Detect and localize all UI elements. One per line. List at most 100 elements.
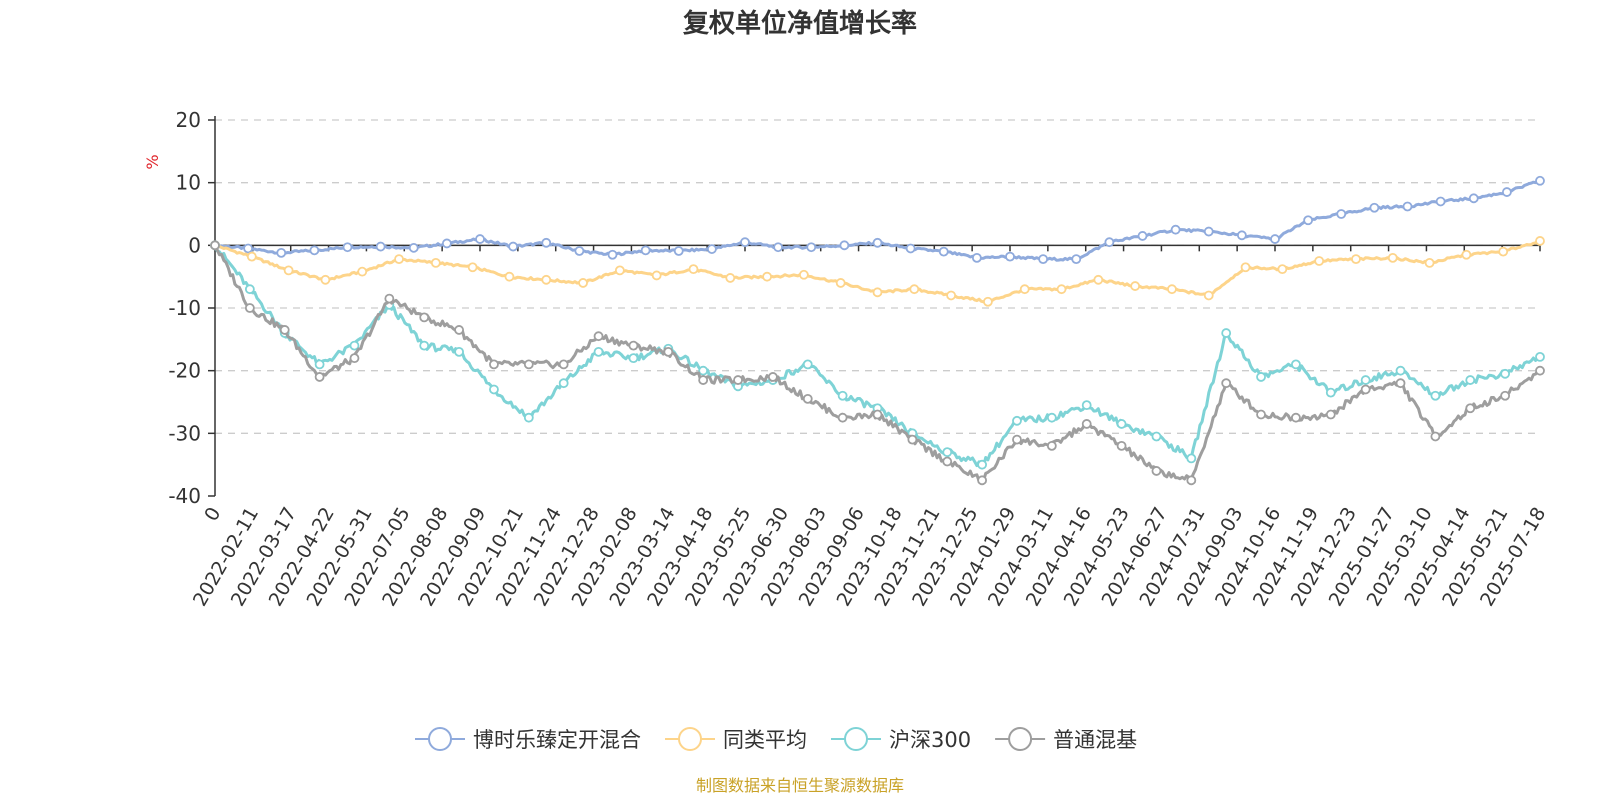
y-tick-label: -30 [168,421,201,445]
data-point [1498,246,1509,257]
y-tick-label: 0 [188,233,201,257]
data-point [384,293,395,304]
data-point [342,242,353,253]
data-point [1186,453,1197,464]
data-point [454,346,464,357]
data-point [806,242,817,253]
series-1 [210,236,1545,307]
data-point [1221,378,1232,389]
data-point [909,284,920,295]
data-point [942,447,953,458]
data-point [1535,236,1545,246]
data-point [1116,419,1127,429]
data-point [938,246,949,257]
data-point [243,243,254,254]
data-point [574,246,585,256]
data-point [1221,328,1232,338]
data-point [1046,412,1057,423]
data-point [1424,257,1435,268]
data-point [1395,378,1406,389]
data-point [1104,237,1115,248]
x-tick-label: 0 [200,504,225,525]
data-point [839,240,850,251]
data-point [1291,359,1301,370]
legend-label: 同类平均 [723,728,807,752]
data-point [1395,365,1406,376]
series-2 [210,240,1545,470]
series-0 [210,175,1545,265]
data-point [1336,209,1347,219]
data-point [1369,202,1380,213]
y-tick-label: 20 [176,108,201,132]
data-point [394,254,404,265]
data-point [541,237,552,248]
source-note: 制图数据来自恒生聚源数据库 [696,776,904,795]
legend-item[interactable]: 同类平均 [665,727,807,752]
data-point [905,243,916,254]
data-point [1130,281,1141,291]
data-point [375,241,386,252]
data-point [578,278,588,288]
legend-circle-icon [844,727,868,751]
y-axis-unit: % [143,154,162,169]
data-point [651,270,662,281]
legend-label: 普通混基 [1053,728,1137,752]
data-point [1303,215,1314,226]
data-point [837,412,848,423]
data-point [1167,284,1177,295]
data-point [872,287,883,298]
data-point [593,346,604,357]
data-point [320,274,331,285]
data-point [983,296,993,307]
legend-circle-icon [428,727,452,751]
data-point [419,340,430,351]
data-point [977,475,988,486]
data-point [1186,475,1197,486]
data-point [314,372,325,382]
y-tick-label: -40 [168,484,201,508]
data-point [1325,387,1336,398]
data-point [835,278,846,288]
data-point [802,393,813,404]
legend-item[interactable]: 博时乐臻定开混合 [415,727,641,752]
data-point [441,238,452,249]
data-point [279,325,290,335]
data-point [872,237,883,248]
data-point [357,266,368,277]
data-point [1468,193,1479,204]
data-point [1038,254,1049,265]
series-line [213,244,1541,483]
data-point [309,245,320,256]
data-point [349,340,360,351]
data-point [1081,400,1092,411]
data-point [1056,284,1067,295]
data-point [1535,351,1545,362]
data-point [314,359,325,370]
data-point [1046,440,1057,451]
legend-label: 博时乐臻定开混合 [473,728,641,752]
data-point [244,303,255,313]
data-point [1256,409,1266,420]
legend-item[interactable]: 沪深300 [831,727,971,752]
data-point [946,290,957,301]
data-point [419,312,430,323]
data-point [1430,390,1441,401]
data-point [1465,403,1476,414]
data-point [1019,284,1030,295]
data-point [1465,375,1476,385]
data-point [872,409,883,420]
data-point [408,242,419,253]
data-point [971,252,982,263]
data-point [489,359,499,370]
legend-item[interactable]: 普通混基 [995,727,1137,752]
data-point [1325,409,1336,420]
data-point [475,234,485,244]
data-point [1137,231,1148,241]
data-point [837,390,848,401]
legend: 博时乐臻定开混合 同类平均 沪深300 普通混基 [415,727,1137,752]
data-point [614,265,625,276]
data-point [1461,249,1472,260]
data-point [698,375,709,385]
chart-title: 复权单位净值增长率 [683,8,917,39]
data-point [802,359,813,370]
